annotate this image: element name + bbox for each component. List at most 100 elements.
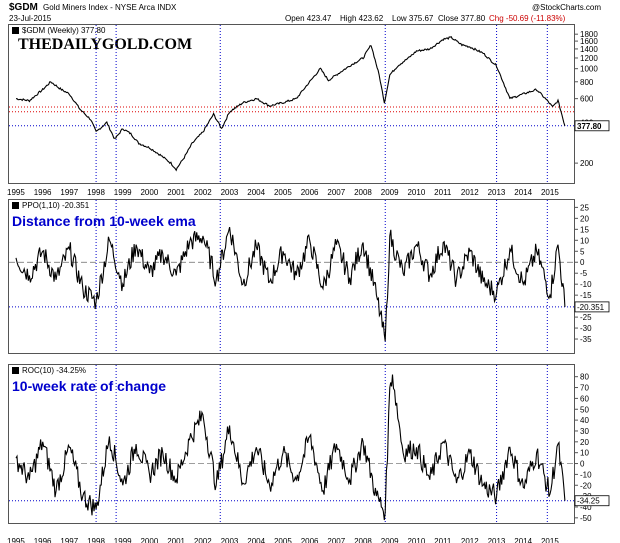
y-tick-label: -10 bbox=[580, 280, 592, 289]
last-value-box-roc bbox=[574, 495, 610, 507]
x-tick-label: 2002 bbox=[194, 537, 212, 543]
x-tick-label: 2000 bbox=[140, 188, 158, 197]
y-tick-label: 25 bbox=[580, 203, 589, 212]
y-tick-label: 15 bbox=[580, 225, 589, 234]
x-tick-label: 2014 bbox=[514, 537, 532, 543]
x-tick-label: 1999 bbox=[114, 537, 132, 543]
y-tick-label: 800 bbox=[580, 78, 594, 87]
y-tick-label: -10 bbox=[580, 470, 592, 479]
index-name: Gold Miners Index - NYSE Arca INDX bbox=[43, 3, 177, 12]
y-tick-label: 80 bbox=[580, 373, 589, 382]
ohlc-close: Close 377.80 bbox=[438, 14, 486, 23]
y-tick-label: 1000 bbox=[580, 65, 598, 74]
x-tick-label: 1999 bbox=[114, 188, 132, 197]
ohlc-open: Open 423.47 bbox=[285, 14, 332, 23]
y-tick-label: 20 bbox=[580, 214, 589, 223]
y-tick-label: -15 bbox=[580, 291, 592, 300]
y-tick-label: 20 bbox=[580, 438, 589, 447]
y-tick-label: 1800 bbox=[580, 30, 598, 39]
x-tick-label: 2005 bbox=[274, 188, 292, 197]
x-tick-label: 2009 bbox=[381, 537, 399, 543]
y-tick-label: -35 bbox=[580, 335, 592, 344]
x-tick-label: 2006 bbox=[301, 537, 319, 543]
last-value-box-price bbox=[574, 120, 610, 132]
ppo-legend-label: PPO(1,10) -20.351 bbox=[22, 201, 90, 210]
y-tick-label: 0 bbox=[580, 460, 585, 469]
y-tick-label: 600 bbox=[580, 95, 594, 104]
y-tick-label: 10 bbox=[580, 236, 589, 245]
roc-legend: ROC(10) -34.25% bbox=[12, 366, 86, 375]
y-tick-label: -25 bbox=[580, 313, 592, 322]
credit: @StockCharts.com bbox=[532, 3, 602, 12]
x-tick-label: 1995 bbox=[7, 537, 25, 543]
ppo-panel bbox=[8, 199, 575, 354]
x-tick-label: 2004 bbox=[247, 188, 265, 197]
ppo-annotation: Distance from 10-week ema bbox=[12, 213, 196, 229]
ohlc-change: Chg -50.69 (-11.83%) bbox=[489, 14, 566, 23]
ohlc-high: High 423.62 bbox=[340, 14, 384, 23]
x-tick-label: 2012 bbox=[461, 537, 479, 543]
chart-date: 23-Jul-2015 bbox=[9, 14, 52, 23]
x-tick-label: 2001 bbox=[167, 537, 185, 543]
x-tick-label: 1996 bbox=[34, 188, 52, 197]
symbol-title: $GDM bbox=[9, 2, 38, 13]
ohlc-low: Low 375.67 bbox=[392, 14, 434, 23]
x-tick-label: 2010 bbox=[407, 188, 425, 197]
x-tick-label: 2001 bbox=[167, 188, 185, 197]
roc-legend-swatch bbox=[12, 367, 19, 374]
series-line-roc bbox=[15, 374, 566, 521]
x-tick-label: 2015 bbox=[541, 188, 559, 197]
x-tick-label: 2004 bbox=[247, 537, 265, 543]
series-line-price bbox=[16, 36, 566, 172]
y-tick-label: -5 bbox=[580, 269, 588, 278]
y-tick-label: 30 bbox=[580, 427, 589, 436]
ppo-legend-swatch bbox=[12, 202, 19, 209]
x-tick-label: 2008 bbox=[354, 537, 372, 543]
series-line-ppo bbox=[15, 226, 566, 342]
roc-annotation: 10-week rate of change bbox=[12, 378, 167, 394]
x-tick-label: 2014 bbox=[514, 188, 532, 197]
x-tick-label: 2008 bbox=[354, 188, 372, 197]
x-tick-label: 2011 bbox=[434, 188, 452, 197]
x-tick-label: 1998 bbox=[87, 537, 105, 543]
last-value-label-price: 377.80 bbox=[577, 122, 602, 131]
roc-panel bbox=[8, 364, 575, 524]
x-tick-label: 2005 bbox=[274, 537, 292, 543]
x-tick-label: 2003 bbox=[221, 537, 239, 543]
x-tick-label: 2010 bbox=[407, 537, 425, 543]
x-tick-label: 1997 bbox=[60, 537, 78, 543]
price-legend: $GDM (Weekly) 377.80 bbox=[12, 26, 105, 35]
y-tick-label: -50 bbox=[580, 514, 592, 523]
logo: THEDAILYGOLD.COM bbox=[18, 36, 193, 53]
x-tick-label: 2009 bbox=[381, 188, 399, 197]
price-panel bbox=[8, 24, 575, 184]
ppo-legend: PPO(1,10) -20.351 bbox=[12, 201, 89, 210]
x-tick-label: 2003 bbox=[221, 188, 239, 197]
x-tick-label: 2006 bbox=[301, 188, 319, 197]
x-tick-label: 2013 bbox=[488, 537, 506, 543]
y-tick-label: 200 bbox=[580, 159, 594, 168]
price-legend-label: $GDM (Weekly) 377.80 bbox=[22, 26, 106, 35]
y-tick-label: 70 bbox=[580, 384, 589, 393]
y-tick-label: 1600 bbox=[580, 37, 598, 46]
y-tick-label: 5 bbox=[580, 247, 585, 256]
x-tick-label: 1995 bbox=[7, 188, 25, 197]
x-tick-label: 1998 bbox=[87, 188, 105, 197]
y-tick-label: 60 bbox=[580, 394, 589, 403]
roc-legend-label: ROC(10) -34.25% bbox=[22, 366, 87, 375]
x-tick-label: 2007 bbox=[327, 188, 345, 197]
x-tick-label: 2007 bbox=[327, 537, 345, 543]
x-tick-label: 2013 bbox=[488, 188, 506, 197]
y-tick-label: -30 bbox=[580, 324, 592, 333]
price-legend-swatch bbox=[12, 27, 19, 34]
x-tick-label: 2012 bbox=[461, 188, 479, 197]
x-tick-label: 2011 bbox=[434, 537, 452, 543]
y-tick-label: 10 bbox=[580, 449, 589, 458]
y-tick-label: 1200 bbox=[580, 54, 598, 63]
x-tick-label: 2000 bbox=[140, 537, 158, 543]
y-tick-label: 40 bbox=[580, 416, 589, 425]
last-value-label-roc: -34.25 bbox=[577, 497, 600, 506]
y-tick-label: -20 bbox=[580, 481, 592, 490]
y-tick-label: 50 bbox=[580, 405, 589, 414]
